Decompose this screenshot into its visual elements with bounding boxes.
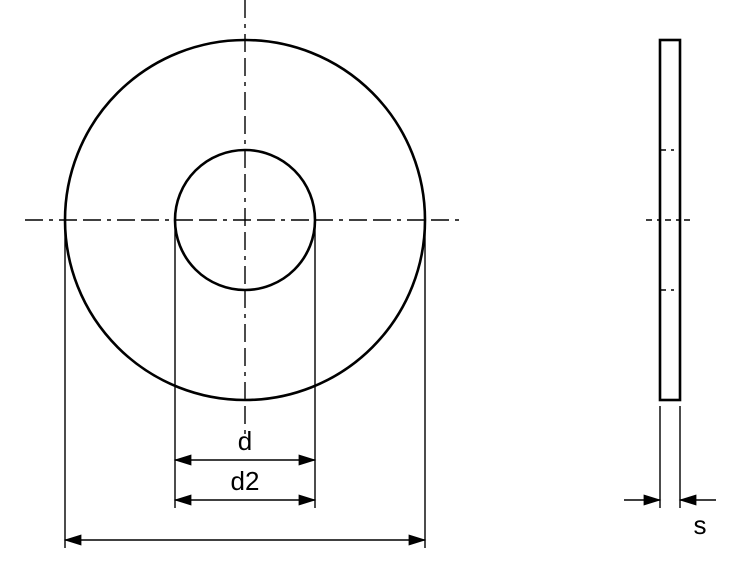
dim-label-d2: d2 [231, 466, 260, 496]
dim-label-s: s [694, 510, 707, 540]
dim-label-d: d [238, 426, 252, 456]
